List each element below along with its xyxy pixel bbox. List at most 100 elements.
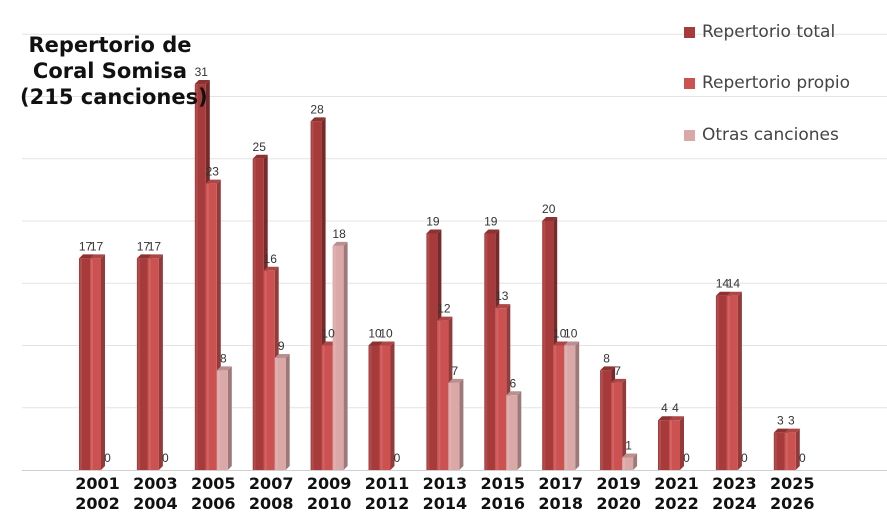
x-tick-label-2009-line-1: 2009 (307, 474, 352, 493)
legend-label-propio: Repertorio propio (702, 73, 851, 93)
bar-highlight-otras-2009 (333, 245, 336, 470)
data-label-otras-2023: 0 (741, 451, 748, 465)
bar-side-propio-2001 (101, 254, 105, 470)
data-label-total-2023: 14 (716, 277, 730, 291)
bar-highlight-propio-2025 (785, 432, 788, 470)
bar-front-propio-2013 (437, 320, 449, 470)
bar-front-total-2011 (368, 345, 380, 470)
bar-propio-2021 (669, 416, 684, 470)
bar-otras-2019 (622, 453, 638, 470)
bar-front-propio-2009 (321, 345, 333, 470)
bar-front-total-2001 (79, 258, 90, 470)
x-tick-label-2007-line-2: 2008 (249, 494, 294, 513)
data-label-otras-2011: 0 (394, 451, 401, 465)
bar-top-propio-2015 (495, 304, 511, 309)
data-label-propio-2005: 23 (206, 165, 220, 179)
x-tick-label-2015-line-2: 2016 (481, 494, 526, 513)
bar-front-propio-2003 (147, 258, 159, 470)
data-label-propio-2025: 3 (788, 414, 795, 428)
legend-swatch-otras (684, 130, 695, 141)
bar-top-total-2013 (426, 229, 442, 234)
bar-top-otras-2005 (216, 366, 232, 371)
bar-top-propio-2021 (669, 416, 684, 421)
data-label-propio-2017: 10 (553, 327, 567, 341)
bar-highlight-otras-2005 (217, 370, 220, 470)
bar-top-propio-2019 (611, 378, 627, 383)
bar-side-otras-2015 (517, 391, 522, 470)
bar-highlight-total-2025 (774, 432, 777, 470)
bar-highlight-total-2019 (601, 370, 604, 470)
bar-front-propio-2005 (205, 183, 217, 470)
data-label-total-2005: 31 (195, 65, 209, 79)
bar-top-otras-2007 (274, 353, 290, 358)
chart-title-line-1: Repertorio de (28, 33, 192, 57)
bar-highlight-total-2001 (80, 258, 82, 470)
bar-propio-2025 (784, 428, 800, 470)
bar-front-total-2007 (252, 158, 264, 470)
bar-side-propio-2011 (390, 341, 395, 470)
bar-otras-2007 (274, 353, 290, 470)
x-tick-label-2003-line-2: 2004 (133, 494, 178, 513)
bar-top-total-2025 (773, 428, 789, 433)
data-label-otras-2025: 0 (799, 451, 806, 465)
bar-marks (79, 80, 800, 471)
data-label-propio-2003: 17 (148, 239, 162, 253)
legend-item-propio: Repertorio propio (684, 73, 850, 93)
data-label-total-2025: 3 (777, 414, 784, 428)
data-label-otras-2007: 9 (278, 339, 285, 353)
chart-title-line-3: (215 canciones) (20, 85, 208, 109)
bar-front-total-2025 (773, 432, 785, 470)
legend-item-otras: Otras canciones (684, 125, 839, 145)
legend-item-total: Repertorio total (684, 22, 835, 42)
bar-front-otras-2017 (564, 345, 576, 470)
bar-top-propio-2001 (90, 254, 105, 259)
bar-side-otras-2009 (343, 241, 348, 470)
bar-highlight-total-2003 (137, 258, 140, 470)
bar-front-propio-2007 (263, 270, 275, 470)
bar-top-total-2023 (715, 291, 731, 296)
bar-highlight-otras-2015 (507, 395, 510, 470)
bar-top-total-2015 (484, 229, 500, 234)
bar-highlight-propio-2007 (264, 270, 267, 470)
data-label-otras-2001: 0 (104, 451, 111, 465)
bar-highlight-total-2021 (659, 420, 661, 470)
bar-front-total-2009 (310, 121, 322, 471)
x-tick-label-2001-line-2: 2002 (75, 494, 120, 513)
bar-front-total-2015 (484, 233, 496, 470)
bar-front-propio-2023 (726, 295, 738, 470)
data-label-propio-2023: 14 (727, 277, 741, 291)
bar-top-total-2019 (600, 366, 616, 371)
data-label-otras-2017: 10 (564, 327, 578, 341)
bar-highlight-propio-2001 (91, 258, 93, 470)
data-label-total-2019: 8 (603, 351, 610, 365)
bar-top-otras-2019 (622, 453, 638, 458)
bar-top-propio-2003 (147, 254, 163, 259)
bar-side-otras-2007 (285, 353, 290, 470)
x-tick-label-2017-line-2: 2018 (538, 494, 583, 513)
bar-otras-2017 (564, 341, 580, 470)
data-label-propio-2013: 12 (437, 302, 451, 316)
data-label-otras-2005: 8 (220, 351, 227, 365)
bar-highlight-total-2017 (543, 221, 546, 470)
data-label-total-2007: 25 (253, 140, 267, 154)
x-tick-label-2013-line-2: 2014 (423, 494, 468, 513)
data-label-otras-2013: 7 (452, 364, 459, 378)
data-label-total-2011: 10 (368, 327, 382, 341)
bar-side-otras-2005 (227, 366, 232, 470)
bar-highlight-total-2015 (485, 233, 488, 470)
bar-top-otras-2015 (506, 391, 522, 396)
x-tick-label-2003-line-1: 2003 (133, 474, 178, 493)
bar-propio-2011 (379, 341, 395, 470)
bar-front-propio-2019 (611, 382, 623, 470)
data-label-total-2001: 17 (79, 239, 93, 253)
bar-front-otras-2009 (332, 245, 344, 470)
bar-highlight-propio-2013 (438, 320, 441, 470)
bar-otras-2009 (332, 241, 348, 470)
bar-highlight-total-2023 (716, 295, 719, 470)
legend-label-otras: Otras canciones (702, 125, 839, 145)
bar-top-total-2011 (368, 341, 384, 346)
data-label-propio-2019: 7 (614, 364, 621, 378)
legend-swatch-total (684, 27, 695, 38)
bar-highlight-total-2009 (311, 121, 314, 471)
